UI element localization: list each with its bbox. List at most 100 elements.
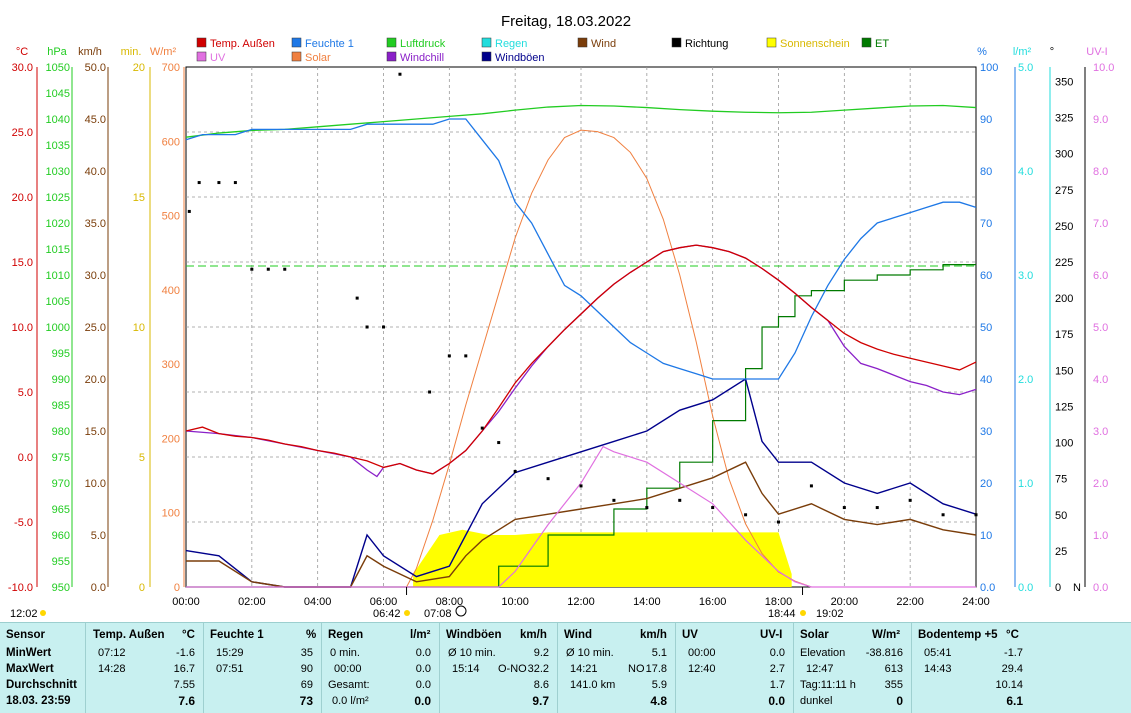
pressure-axis-tick: 995 [52, 348, 70, 360]
wind-header: Wind [564, 629, 592, 641]
pressure-axis-tick: 1010 [46, 270, 70, 282]
gust-max-direction: O-NO [498, 663, 527, 675]
temp-axis-tick: 5.0 [18, 387, 33, 399]
wind-avg10-value: 5.1 [651, 647, 667, 659]
pressure-axis-tick: 1005 [46, 296, 70, 308]
uvi-axis-tick: 9.0 [1093, 114, 1108, 126]
direction-axis-tick: 25 [1055, 546, 1067, 558]
series-pressure [185, 104, 977, 138]
x-axis-tick: 04:00 [304, 596, 332, 608]
summary-col-humidity: Feuchte 1 % 15:29 35 07:51 90 69 73 [204, 623, 322, 713]
x-axis-tick: 06:00 [370, 596, 398, 608]
direction-point [283, 267, 287, 271]
hum-max-value: 90 [300, 663, 313, 675]
wind-axis-tick: 40.0 [85, 166, 106, 178]
rain-axis-tick: 1.0 [1018, 478, 1033, 490]
direction-point [809, 484, 813, 488]
minutes-axis-tick: 5 [139, 452, 145, 464]
direction-point [197, 181, 201, 185]
sunset-icon [800, 610, 806, 616]
left-axis-unit-4: W/m² [150, 46, 177, 58]
rain-axis-tick: 4.0 [1018, 166, 1033, 178]
minutes-axis-tick: 0 [139, 582, 145, 594]
uvi-axis-tick: 8.0 [1093, 166, 1108, 178]
gust-avg-value: 8.6 [533, 679, 549, 691]
sunrise-time-2: 07:08 [424, 608, 452, 620]
hum-current-value: 73 [299, 694, 313, 708]
series-sunshine [413, 529, 792, 587]
rain-axis-tick: 2.0 [1018, 374, 1033, 386]
uv-min-value: 0.0 [769, 647, 785, 659]
series-solar [406, 129, 812, 588]
direction-point [217, 181, 221, 185]
legend-label-wind: Wind [591, 38, 616, 50]
rain-max-time: 00:00 [334, 663, 362, 675]
right-axis-unit-0: % [977, 46, 987, 58]
humidity-axis-tick: 10 [980, 530, 992, 542]
rain-axis-tick: 5.0 [1018, 62, 1033, 74]
direction-point [711, 506, 715, 510]
pressure-axis-tick: 960 [52, 530, 70, 542]
direction-axis-tick: 300 [1055, 149, 1073, 161]
right-axis-unit-2: ° [1050, 46, 1054, 58]
x-axis-tick: 20:00 [831, 596, 859, 608]
humidity-axis-tick: 20 [980, 478, 992, 490]
direction-axis-tick: 0 [1055, 582, 1061, 594]
pressure-axis-tick: 985 [52, 400, 70, 412]
solar-axis-tick: 700 [162, 62, 180, 74]
pressure-axis-tick: 1000 [46, 322, 70, 334]
uv-header: UV [682, 629, 698, 641]
hum-unit: % [306, 629, 317, 641]
solar-axis-tick: 500 [162, 211, 180, 223]
legend-swatch-direction [671, 37, 682, 48]
wind-unit: km/h [640, 629, 667, 641]
direction-point [428, 390, 432, 394]
wind-axis-tick: 35.0 [85, 218, 106, 230]
gust-avg10-value: 9.2 [533, 647, 549, 659]
temp-min-value: -1.6 [176, 647, 195, 659]
soil-min-time: 05:41 [924, 647, 952, 659]
legend-swatch-gust [481, 51, 492, 62]
humidity-axis-tick: 40 [980, 374, 992, 386]
uvi-axis-tick: 0.0 [1093, 582, 1108, 594]
wind-axis-tick: 50.0 [85, 62, 106, 74]
legend-label-et: ET [875, 38, 889, 50]
solar-elevation-label: Elevation [800, 647, 846, 659]
rain-current-value: 0.0 [414, 694, 431, 708]
legend-label-windchill: Windchill [400, 52, 444, 64]
minutes-axis-tick: 20 [133, 62, 145, 74]
wind-axis-tick: 45.0 [85, 114, 106, 126]
uvi-axis-tick: 10.0 [1093, 62, 1114, 74]
right-axis-unit-1: l/m² [1013, 46, 1032, 58]
rain-total-label: Gesamt: [328, 679, 370, 691]
sunrise-icon [404, 610, 410, 616]
soil-unit: °C [1006, 629, 1019, 641]
direction-point [233, 181, 237, 185]
left-axis-unit-1: hPa [47, 46, 67, 58]
temp-unit: °C [182, 629, 195, 641]
temp-axis-tick: 15.0 [12, 257, 33, 269]
legend-label-solar: Solar [305, 52, 331, 64]
legend-label-sunshine: Sonnenschein [780, 38, 850, 50]
summary-col-rain: Regen l/m² 0 min. 0.0 00:00 0.0 Gesamt: … [322, 623, 440, 713]
summary-table: Sensor MinWert MaxWert Durchschnitt 18.0… [0, 622, 1131, 713]
pressure-axis-tick: 1025 [46, 192, 70, 204]
soil-max-value: 29.4 [1001, 663, 1023, 675]
uvi-axis-tick: 3.0 [1093, 426, 1108, 438]
pressure-axis-tick: 950 [52, 582, 70, 594]
direction-point [447, 354, 451, 358]
temp-current-value: 7.6 [178, 694, 195, 708]
direction-point [678, 498, 682, 502]
pressure-axis-tick: 1050 [46, 62, 70, 74]
direction-axis-tick: 100 [1055, 438, 1073, 450]
gust-current-value: 9.7 [532, 694, 549, 708]
pressure-axis-tick: 975 [52, 452, 70, 464]
humidity-axis-tick: 70 [980, 218, 992, 230]
sunset-time-2: 19:02 [816, 608, 844, 620]
uv-max-value: 2.7 [769, 663, 785, 675]
hum-max-time: 07:51 [216, 663, 244, 675]
x-axis-tick: 16:00 [699, 596, 727, 608]
solar-unit: W/m² [872, 629, 901, 641]
uv-avg-value: 1.7 [769, 679, 785, 691]
direction-axis-tick: 225 [1055, 257, 1073, 269]
